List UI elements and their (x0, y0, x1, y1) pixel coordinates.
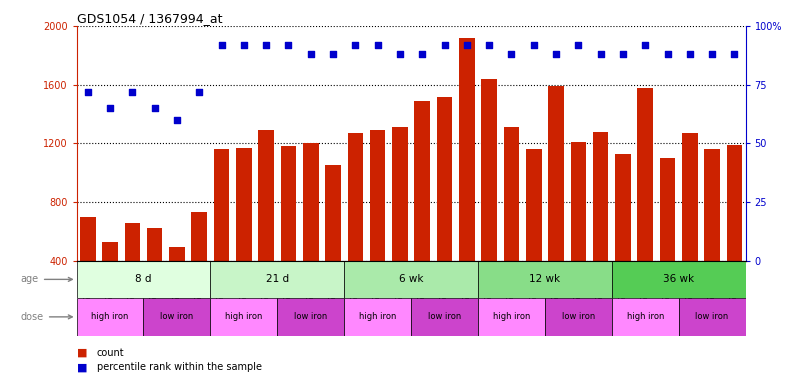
Bar (704, 149, 720, 261)
Bar (392, 128, 408, 261)
Bar (615, 154, 631, 261)
Point (617, 51, 629, 57)
Bar (258, 130, 274, 261)
Text: high iron: high iron (225, 312, 263, 321)
Point (260, 42, 272, 48)
Point (594, 51, 607, 57)
Text: count: count (97, 348, 124, 357)
Point (103, 105, 117, 111)
Bar (414, 101, 430, 261)
Bar (411, 298, 478, 336)
Text: 8 d: 8 d (135, 274, 152, 284)
Bar (638, 88, 653, 261)
Bar (659, 158, 675, 261)
Bar (77, 261, 210, 298)
Bar (526, 149, 542, 261)
Point (683, 51, 696, 57)
Bar (214, 149, 230, 261)
Text: age: age (21, 274, 73, 284)
Bar (545, 298, 612, 336)
Point (371, 42, 384, 48)
Bar (478, 261, 612, 298)
Point (282, 42, 295, 48)
Bar (325, 165, 341, 261)
Bar (80, 217, 96, 261)
Bar (210, 261, 344, 298)
Bar (277, 298, 344, 336)
Text: dose: dose (21, 312, 73, 322)
Bar (679, 298, 746, 336)
Point (215, 42, 228, 48)
Point (305, 51, 318, 57)
Bar (344, 261, 478, 298)
Bar (344, 298, 411, 336)
Text: high iron: high iron (359, 312, 397, 321)
Point (728, 51, 741, 57)
Bar (303, 144, 318, 261)
Point (126, 89, 139, 95)
Text: high iron: high iron (492, 312, 530, 321)
Bar (548, 86, 564, 261)
Text: high iron: high iron (626, 312, 664, 321)
Text: 21 d: 21 d (266, 274, 289, 284)
Point (483, 42, 496, 48)
Point (193, 89, 206, 95)
Text: low iron: low iron (428, 312, 461, 321)
Point (349, 42, 362, 48)
Bar (102, 242, 118, 261)
Point (438, 42, 451, 48)
Point (326, 51, 339, 57)
Bar (592, 132, 609, 261)
Bar (682, 133, 698, 261)
Bar (504, 128, 519, 261)
Bar (571, 142, 586, 261)
Bar (77, 298, 143, 336)
Point (527, 42, 540, 48)
Point (81, 89, 94, 95)
Bar (210, 298, 277, 336)
Point (148, 105, 161, 111)
Text: percentile rank within the sample: percentile rank within the sample (97, 363, 262, 372)
Bar (124, 222, 140, 261)
Text: 6 wk: 6 wk (399, 274, 423, 284)
Point (237, 42, 250, 48)
Text: low iron: low iron (160, 312, 193, 321)
Text: low iron: low iron (562, 312, 595, 321)
Text: 12 wk: 12 wk (530, 274, 560, 284)
Bar (147, 228, 163, 261)
Bar (143, 298, 210, 336)
Text: GDS1054 / 1367994_at: GDS1054 / 1367994_at (77, 12, 222, 25)
Bar (370, 130, 385, 261)
Text: low iron: low iron (294, 312, 327, 321)
Bar (481, 79, 497, 261)
Point (661, 51, 674, 57)
Bar (612, 298, 679, 336)
Text: 36 wk: 36 wk (663, 274, 694, 284)
Text: ■: ■ (77, 363, 87, 372)
Bar (612, 261, 746, 298)
Point (416, 51, 429, 57)
Bar (437, 97, 452, 261)
Bar (191, 212, 207, 261)
Point (706, 51, 719, 57)
Point (638, 42, 651, 48)
Point (571, 42, 584, 48)
Text: low iron: low iron (696, 312, 729, 321)
Bar (459, 38, 475, 261)
Bar (236, 148, 251, 261)
Text: ■: ■ (77, 348, 87, 357)
Bar (169, 248, 185, 261)
Point (505, 51, 518, 57)
Point (550, 51, 563, 57)
Point (171, 117, 184, 123)
Point (393, 51, 406, 57)
Bar (726, 145, 742, 261)
Bar (347, 133, 364, 261)
Text: high iron: high iron (91, 312, 129, 321)
Point (460, 42, 473, 48)
Bar (280, 146, 297, 261)
Bar (478, 298, 545, 336)
